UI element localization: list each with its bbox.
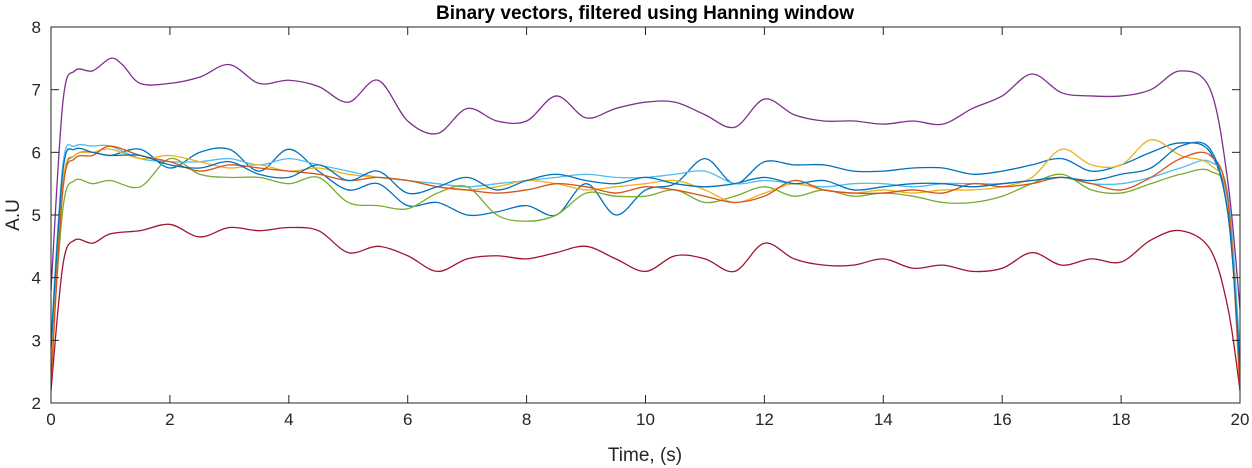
y-tick-label: 3 bbox=[32, 331, 41, 350]
series-line-6 bbox=[50, 139, 1241, 378]
x-tick-label: 14 bbox=[874, 410, 893, 429]
series-layer bbox=[50, 57, 1241, 391]
y-tick-label: 8 bbox=[32, 18, 41, 37]
x-tick-label: 18 bbox=[1112, 410, 1131, 429]
x-tick-label: 16 bbox=[993, 410, 1012, 429]
y-tick-label: 4 bbox=[32, 269, 41, 288]
series-line-3 bbox=[50, 142, 1241, 360]
chart-title: Binary vectors, filtered using Hanning w… bbox=[436, 3, 854, 24]
series-line-2 bbox=[50, 223, 1241, 391]
x-tick-label: 8 bbox=[522, 410, 531, 429]
y-axis-label: A.U bbox=[3, 199, 24, 231]
series-line-1 bbox=[50, 57, 1241, 310]
y-tick-label: 5 bbox=[32, 206, 41, 225]
x-tick-label: 20 bbox=[1231, 410, 1250, 429]
x-axis-label: Time, (s) bbox=[608, 445, 682, 466]
plot-background bbox=[51, 27, 1240, 403]
series-line-8 bbox=[50, 141, 1241, 366]
x-tick-label: 12 bbox=[755, 410, 774, 429]
x-tick-label: 6 bbox=[403, 410, 412, 429]
x-tick-label: 10 bbox=[636, 410, 655, 429]
y-axis-ticks: 2 3 4 5 6 7 8 bbox=[32, 18, 1240, 413]
x-tick-label: 4 bbox=[284, 410, 293, 429]
y-tick-label: 2 bbox=[32, 394, 41, 413]
x-axis-ticks: 0 2 4 6 8 10 12 14 16 18 20 bbox=[46, 27, 1249, 429]
x-tick-label: 2 bbox=[165, 410, 174, 429]
x-tick-label: 0 bbox=[46, 410, 55, 429]
y-tick-label: 6 bbox=[32, 143, 41, 162]
series-line-5 bbox=[50, 157, 1241, 372]
y-tick-label: 7 bbox=[32, 81, 41, 100]
